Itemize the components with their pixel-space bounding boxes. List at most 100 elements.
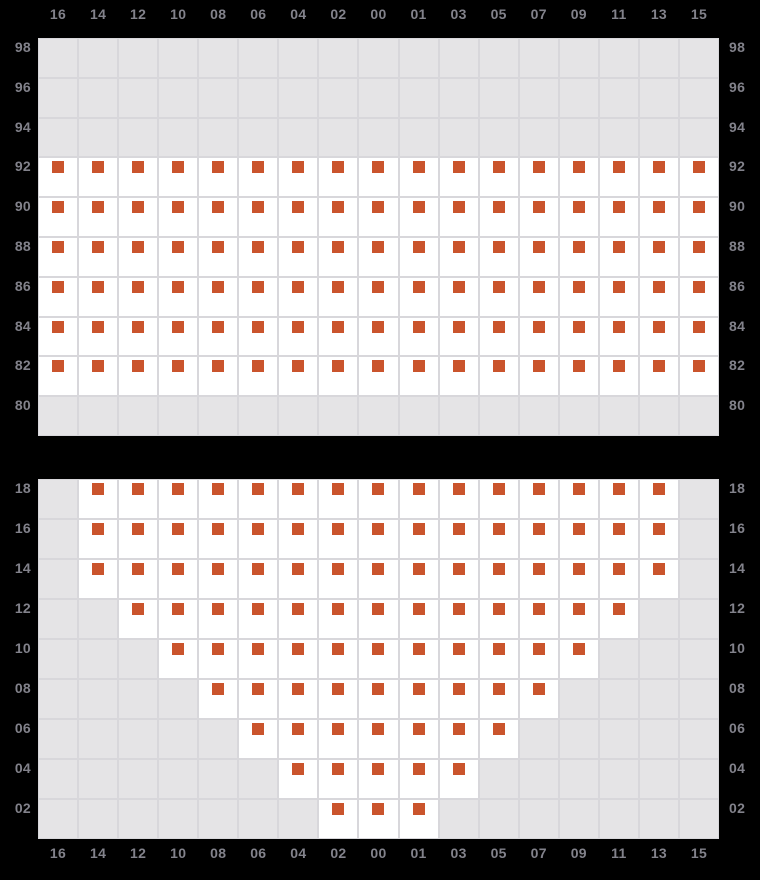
cell-00-08[interactable] <box>358 679 399 719</box>
cell-00-90[interactable] <box>358 197 399 237</box>
cell-05-88[interactable] <box>478 236 519 277</box>
cell-10-86[interactable] <box>158 276 199 317</box>
cell-06-06[interactable] <box>238 719 279 759</box>
cell-04-12[interactable] <box>278 599 319 639</box>
cell-10-84[interactable] <box>158 316 199 357</box>
cell-12-90[interactable] <box>118 197 159 237</box>
cell-06-10[interactable] <box>238 639 279 679</box>
cell-07-82[interactable] <box>518 356 559 397</box>
cell-15-84[interactable] <box>678 316 719 357</box>
cell-14-16[interactable] <box>78 519 119 559</box>
cell-16-92[interactable] <box>38 157 79 198</box>
cell-03-18[interactable] <box>438 479 479 519</box>
cell-06-84[interactable] <box>238 316 279 357</box>
cell-13-82[interactable] <box>638 356 679 397</box>
cell-12-84[interactable] <box>118 316 159 357</box>
cell-06-82[interactable] <box>238 356 279 397</box>
cell-15-88[interactable] <box>678 236 719 277</box>
cell-09-84[interactable] <box>558 316 599 357</box>
cell-06-18[interactable] <box>238 479 279 519</box>
cell-08-16[interactable] <box>198 519 239 559</box>
cell-00-04[interactable] <box>358 759 399 799</box>
cell-14-82[interactable] <box>78 356 119 397</box>
cell-07-12[interactable] <box>518 599 559 639</box>
cell-09-90[interactable] <box>558 197 599 237</box>
cell-04-16[interactable] <box>278 519 319 559</box>
cell-07-14[interactable] <box>518 559 559 599</box>
cell-12-16[interactable] <box>118 519 159 559</box>
cell-09-92[interactable] <box>558 157 599 198</box>
cell-00-82[interactable] <box>358 356 399 397</box>
cell-05-12[interactable] <box>478 599 519 639</box>
cell-06-14[interactable] <box>238 559 279 599</box>
cell-07-86[interactable] <box>518 276 559 317</box>
cell-01-16[interactable] <box>398 519 439 559</box>
cell-10-14[interactable] <box>158 559 199 599</box>
cell-11-14[interactable] <box>598 559 639 599</box>
cell-03-14[interactable] <box>438 559 479 599</box>
cell-04-82[interactable] <box>278 356 319 397</box>
cell-08-84[interactable] <box>198 316 239 357</box>
cell-10-90[interactable] <box>158 197 199 237</box>
cell-12-14[interactable] <box>118 559 159 599</box>
cell-07-10[interactable] <box>518 639 559 679</box>
cell-02-16[interactable] <box>318 519 359 559</box>
cell-07-84[interactable] <box>518 316 559 357</box>
cell-08-10[interactable] <box>198 639 239 679</box>
cell-16-88[interactable] <box>38 236 79 277</box>
cell-13-14[interactable] <box>638 559 679 599</box>
cell-11-12[interactable] <box>598 599 639 639</box>
cell-02-84[interactable] <box>318 316 359 357</box>
cell-00-92[interactable] <box>358 157 399 198</box>
cell-14-92[interactable] <box>78 157 119 198</box>
cell-16-90[interactable] <box>38 197 79 237</box>
cell-06-90[interactable] <box>238 197 279 237</box>
cell-15-92[interactable] <box>678 157 719 198</box>
cell-10-82[interactable] <box>158 356 199 397</box>
cell-09-88[interactable] <box>558 236 599 277</box>
cell-04-06[interactable] <box>278 719 319 759</box>
cell-15-82[interactable] <box>678 356 719 397</box>
cell-06-86[interactable] <box>238 276 279 317</box>
cell-00-88[interactable] <box>358 236 399 277</box>
cell-00-02[interactable] <box>358 799 399 839</box>
cell-09-18[interactable] <box>558 479 599 519</box>
cell-03-10[interactable] <box>438 639 479 679</box>
cell-02-92[interactable] <box>318 157 359 198</box>
cell-01-88[interactable] <box>398 236 439 277</box>
cell-01-82[interactable] <box>398 356 439 397</box>
cell-11-92[interactable] <box>598 157 639 198</box>
cell-15-90[interactable] <box>678 197 719 237</box>
cell-01-90[interactable] <box>398 197 439 237</box>
cell-11-90[interactable] <box>598 197 639 237</box>
cell-10-92[interactable] <box>158 157 199 198</box>
cell-16-84[interactable] <box>38 316 79 357</box>
cell-12-88[interactable] <box>118 236 159 277</box>
cell-06-92[interactable] <box>238 157 279 198</box>
cell-03-82[interactable] <box>438 356 479 397</box>
cell-04-18[interactable] <box>278 479 319 519</box>
cell-11-16[interactable] <box>598 519 639 559</box>
cell-02-18[interactable] <box>318 479 359 519</box>
cell-09-12[interactable] <box>558 599 599 639</box>
cell-02-04[interactable] <box>318 759 359 799</box>
cell-03-86[interactable] <box>438 276 479 317</box>
cell-05-82[interactable] <box>478 356 519 397</box>
cell-11-88[interactable] <box>598 236 639 277</box>
cell-00-16[interactable] <box>358 519 399 559</box>
cell-04-84[interactable] <box>278 316 319 357</box>
cell-00-14[interactable] <box>358 559 399 599</box>
cell-06-12[interactable] <box>238 599 279 639</box>
cell-13-90[interactable] <box>638 197 679 237</box>
cell-05-90[interactable] <box>478 197 519 237</box>
cell-08-18[interactable] <box>198 479 239 519</box>
cell-13-92[interactable] <box>638 157 679 198</box>
cell-13-18[interactable] <box>638 479 679 519</box>
cell-08-88[interactable] <box>198 236 239 277</box>
cell-04-92[interactable] <box>278 157 319 198</box>
cell-12-92[interactable] <box>118 157 159 198</box>
cell-08-82[interactable] <box>198 356 239 397</box>
cell-01-08[interactable] <box>398 679 439 719</box>
cell-01-10[interactable] <box>398 639 439 679</box>
cell-05-06[interactable] <box>478 719 519 759</box>
